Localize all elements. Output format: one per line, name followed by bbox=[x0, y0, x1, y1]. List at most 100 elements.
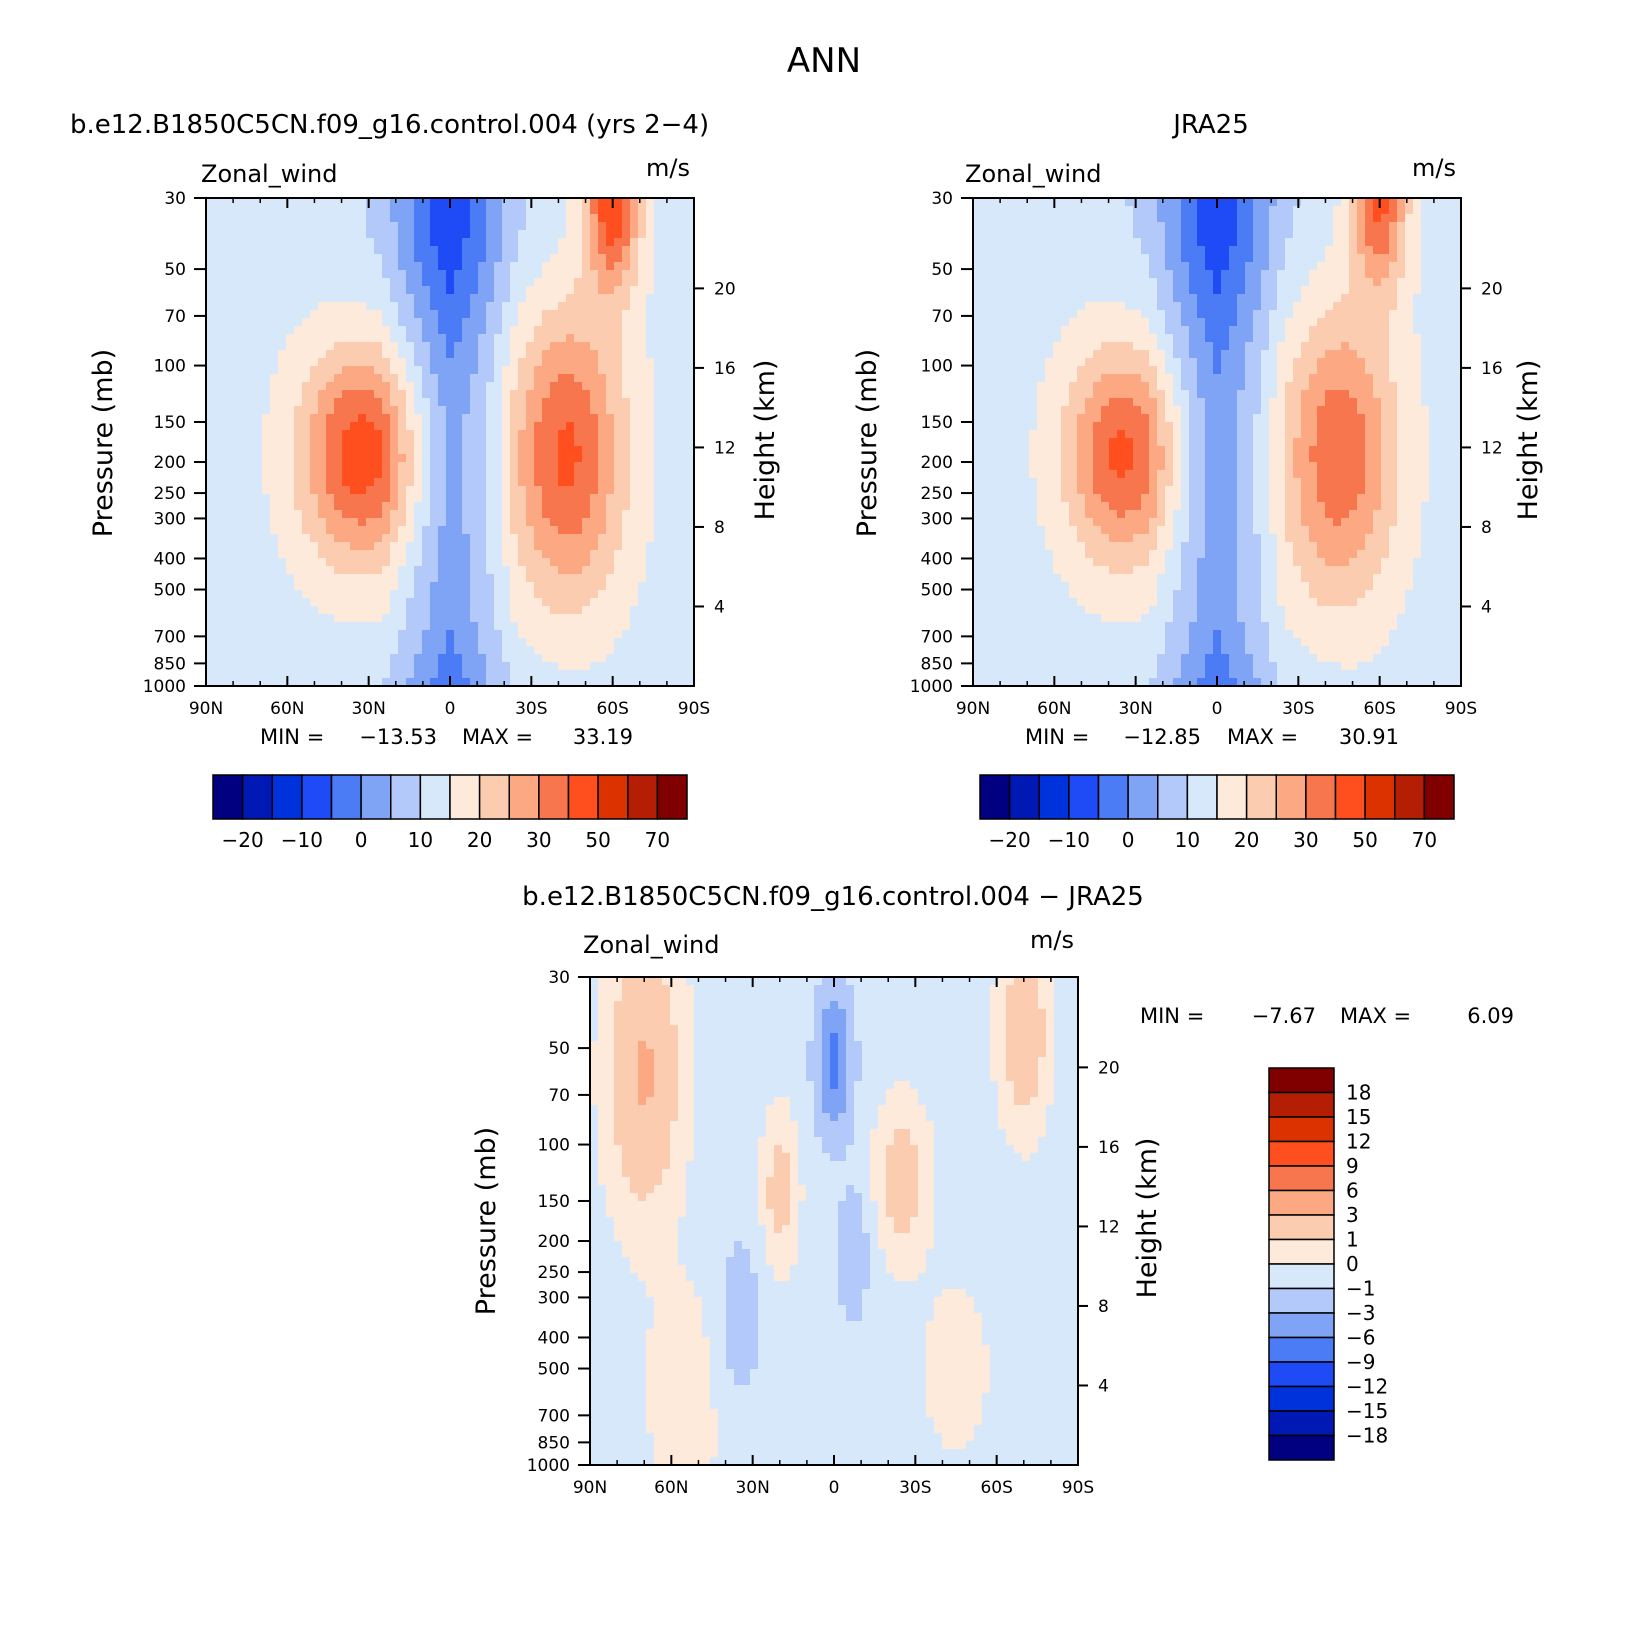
contour-cell bbox=[406, 630, 415, 639]
contour-cell bbox=[382, 518, 391, 527]
contour-cell bbox=[574, 366, 583, 375]
contour-cell bbox=[670, 262, 679, 271]
contour-cell bbox=[302, 526, 311, 535]
contour-cell bbox=[566, 382, 575, 391]
contour-cell bbox=[390, 334, 399, 343]
contour-cell bbox=[614, 326, 623, 335]
contour-cell bbox=[366, 422, 375, 431]
contour-cell bbox=[214, 214, 223, 223]
contour-cell bbox=[510, 494, 519, 503]
contour-cell bbox=[318, 606, 327, 615]
contour-cell bbox=[494, 382, 503, 391]
contour-cell bbox=[238, 342, 247, 351]
contour-cell bbox=[334, 262, 343, 271]
contour-cell bbox=[1077, 382, 1086, 391]
contour-cell bbox=[406, 526, 415, 535]
contour-cell bbox=[462, 198, 471, 207]
contour-cell bbox=[374, 630, 383, 639]
contour-cell bbox=[398, 662, 407, 671]
contour-cell bbox=[997, 382, 1006, 391]
contour-cell bbox=[566, 446, 575, 455]
contour-cell bbox=[598, 238, 607, 247]
contour-cell bbox=[206, 502, 215, 511]
contour-cell bbox=[997, 278, 1006, 287]
contour-cell bbox=[430, 374, 439, 383]
contour-cell bbox=[366, 462, 375, 471]
contour-cell bbox=[510, 654, 519, 663]
contour-cell bbox=[486, 246, 495, 255]
contour-cell bbox=[318, 614, 327, 623]
contour-cell bbox=[422, 390, 431, 399]
contour-cell bbox=[262, 654, 271, 663]
contour-cell bbox=[550, 638, 559, 647]
contour-cell bbox=[1037, 254, 1046, 263]
contour-cell bbox=[342, 382, 351, 391]
contour-cell bbox=[422, 286, 431, 295]
contour-cell bbox=[630, 350, 639, 359]
contour-cell bbox=[622, 310, 631, 319]
contour-cell bbox=[574, 566, 583, 575]
contour-cell bbox=[646, 382, 655, 391]
contour-cell bbox=[518, 198, 527, 207]
contour-cell bbox=[654, 198, 663, 207]
contour-cell bbox=[973, 622, 982, 631]
contour-cell bbox=[270, 350, 279, 359]
contour-cell bbox=[1037, 334, 1046, 343]
contour-cell bbox=[390, 630, 399, 639]
contour-cell bbox=[1021, 422, 1030, 431]
contour-cell bbox=[318, 326, 327, 335]
contour-cell bbox=[662, 638, 671, 647]
contour-cell bbox=[1101, 526, 1110, 535]
contour-cell bbox=[558, 494, 567, 503]
contour-cell bbox=[478, 662, 487, 671]
contour-cell bbox=[558, 366, 567, 375]
contour-cell bbox=[294, 254, 303, 263]
contour-cell bbox=[230, 558, 239, 567]
contour-cell bbox=[278, 630, 287, 639]
contour-cell bbox=[989, 206, 998, 215]
contour-cell bbox=[238, 438, 247, 447]
contour-cell bbox=[302, 518, 311, 527]
contour-cell bbox=[254, 470, 263, 479]
contour-cell bbox=[454, 606, 463, 615]
contour-cell bbox=[454, 566, 463, 575]
contour-cell bbox=[278, 326, 287, 335]
contour-cell bbox=[1117, 622, 1126, 631]
contour-cell bbox=[534, 326, 543, 335]
contour-cell bbox=[438, 414, 447, 423]
contour-cell bbox=[1117, 214, 1126, 223]
contour-cell bbox=[1085, 206, 1094, 215]
contour-cell bbox=[254, 542, 263, 551]
contour-cell bbox=[382, 254, 391, 263]
contour-cell bbox=[238, 390, 247, 399]
contour-cell bbox=[502, 598, 511, 607]
contour-cell bbox=[382, 382, 391, 391]
contour-cell bbox=[654, 662, 663, 671]
contour-cell bbox=[422, 382, 431, 391]
contour-cell bbox=[358, 614, 367, 623]
contour-cell bbox=[598, 574, 607, 583]
contour-cell bbox=[470, 574, 479, 583]
contour-cell bbox=[406, 614, 415, 623]
contour-cell bbox=[1117, 518, 1126, 527]
contour-cell bbox=[614, 550, 623, 559]
contour-cell bbox=[997, 230, 1006, 239]
contour-cell bbox=[1005, 558, 1014, 567]
contour-cell bbox=[510, 254, 519, 263]
contour-cell bbox=[1085, 654, 1094, 663]
contour-cell bbox=[374, 294, 383, 303]
contour-cell bbox=[686, 278, 695, 287]
contour-cell bbox=[294, 414, 303, 423]
contour-cell bbox=[398, 518, 407, 527]
contour-cell bbox=[254, 638, 263, 647]
contour-cell bbox=[1037, 558, 1046, 567]
contour-cell bbox=[430, 470, 439, 479]
colorbar-box bbox=[627, 774, 659, 820]
contour-cell bbox=[1061, 294, 1070, 303]
contour-cell bbox=[366, 614, 375, 623]
contour-cell bbox=[206, 566, 215, 575]
contour-cell bbox=[638, 478, 647, 487]
contour-cell bbox=[446, 646, 455, 655]
contour-cell bbox=[526, 422, 535, 431]
contour-cell bbox=[646, 446, 655, 455]
